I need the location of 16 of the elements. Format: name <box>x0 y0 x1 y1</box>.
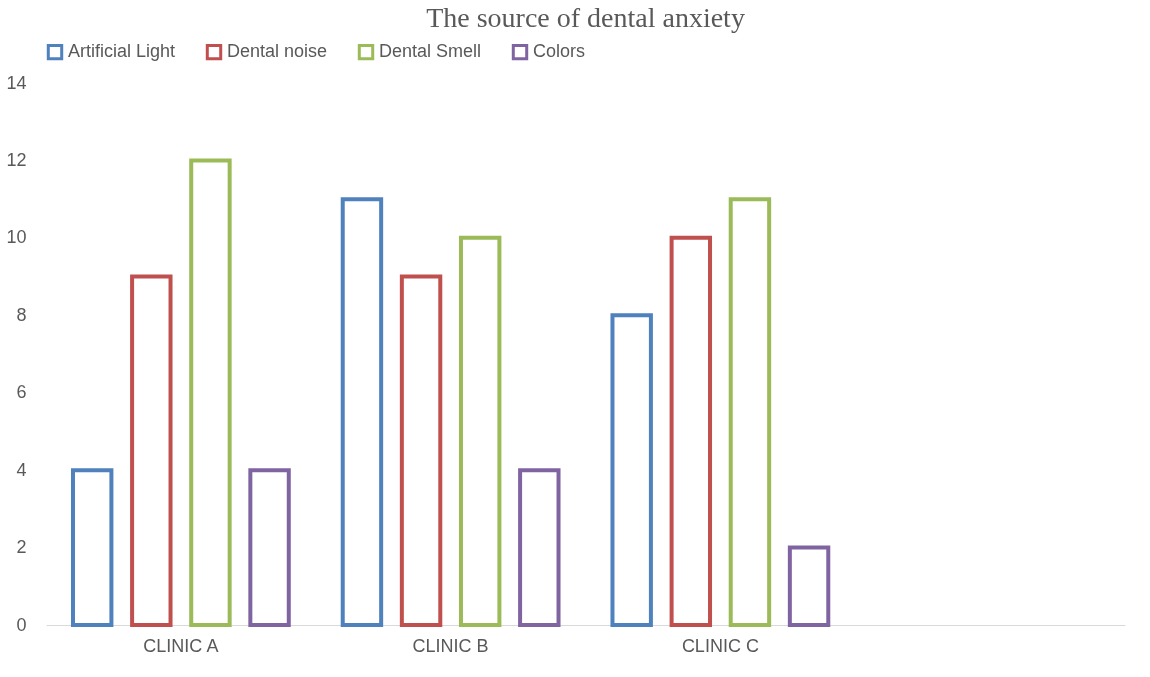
y-tick-label: 0 <box>16 614 27 635</box>
y-tick-label: 14 <box>6 72 27 93</box>
y-tick-label: 2 <box>16 537 27 558</box>
legend-label: Colors <box>533 41 586 62</box>
y-tick-label: 6 <box>16 382 27 403</box>
x-tick-label: CLINIC B <box>412 635 489 656</box>
y-tick-label: 8 <box>16 304 27 325</box>
chart-title: The source of dental anxiety <box>426 2 745 33</box>
y-tick-label: 4 <box>16 459 27 480</box>
y-tick-label: 10 <box>6 227 27 248</box>
legend-label: Dental Smell <box>379 41 482 62</box>
y-tick-label: 12 <box>6 149 27 170</box>
x-tick-label: CLINIC A <box>143 635 219 656</box>
x-tick-label: CLINIC C <box>681 635 759 656</box>
legend-label: Dental noise <box>227 41 328 62</box>
legend-label: Artificial Light <box>68 41 176 62</box>
